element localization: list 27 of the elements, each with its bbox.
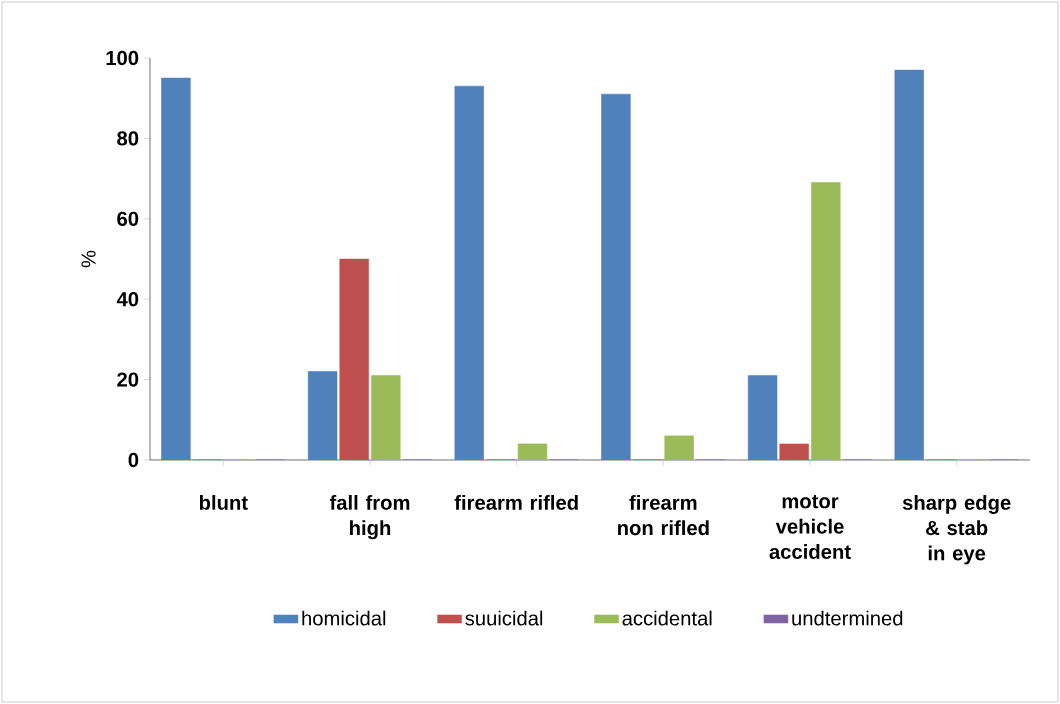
bar <box>664 435 694 460</box>
bar <box>517 443 548 460</box>
bar <box>747 375 778 460</box>
x-tick-label: firearm non rifled <box>618 494 709 536</box>
y-tick-label: 0 <box>128 452 139 468</box>
legend-label: accidental <box>622 610 712 626</box>
x-tick-label: motor vehicle accident <box>769 494 851 559</box>
bar <box>454 85 484 460</box>
legend-label: undtermined <box>792 610 903 626</box>
bar <box>161 77 191 460</box>
y-tick-label: 80 <box>117 131 139 146</box>
y-tick-label: 40 <box>116 292 139 307</box>
x-tick-label: firearm rifled <box>454 494 578 510</box>
bar <box>811 182 841 460</box>
y-tick-label: 20 <box>117 372 139 387</box>
x-tick-label: fall from high <box>329 494 410 540</box>
x-tick-label: sharp edge & stab in eye <box>902 494 1011 565</box>
y-tick-label: 100 <box>106 50 139 66</box>
bar <box>307 371 338 460</box>
bar <box>601 93 631 460</box>
bar <box>894 69 924 460</box>
x-tick-label: blunt <box>199 494 248 510</box>
y-axis-title: % <box>81 250 96 268</box>
bar <box>371 375 401 460</box>
legend-label: suuicidal <box>465 610 543 626</box>
legend-label: homicidal <box>302 610 386 626</box>
y-tick-label: 60 <box>117 211 139 226</box>
